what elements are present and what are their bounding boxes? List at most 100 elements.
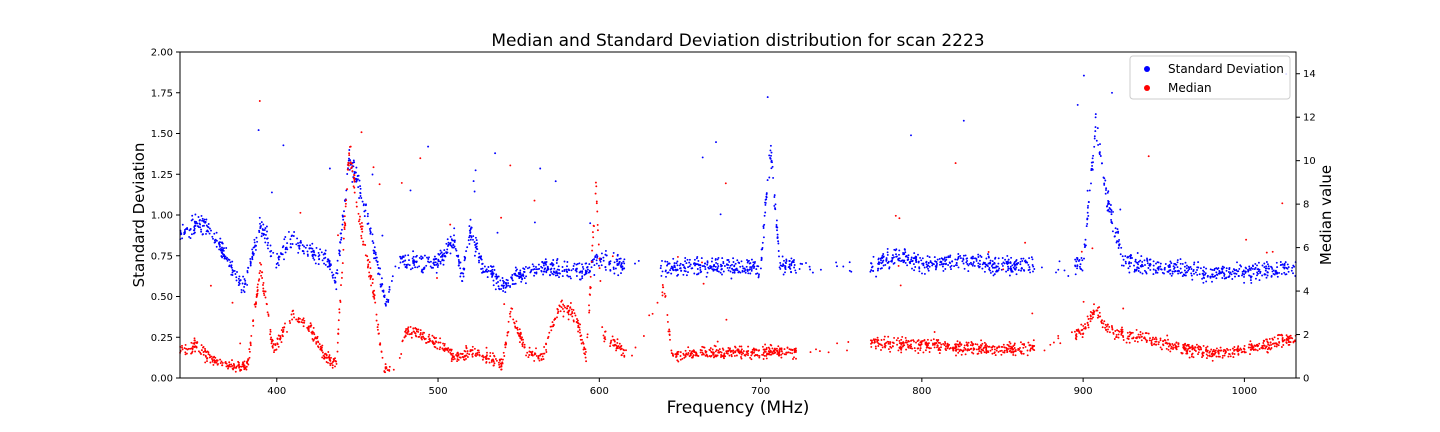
std-point: [272, 251, 275, 254]
median-point: [588, 304, 590, 307]
right-y-axis-title: Median value: [1317, 165, 1335, 265]
median-point: [284, 322, 286, 325]
median-point: [1257, 344, 1260, 347]
std-point: [906, 264, 909, 267]
std-point: [400, 257, 403, 260]
std-point: [511, 279, 514, 282]
median-point: [985, 346, 988, 349]
std-point: [770, 154, 772, 157]
std-point: [412, 255, 415, 258]
std-point: [1111, 230, 1114, 233]
std-point: [1013, 264, 1016, 267]
plot-frame: [179, 51, 1297, 379]
std-point: [188, 235, 191, 238]
median-point: [778, 352, 781, 355]
std-point: [608, 262, 611, 264]
x-tick-label: 600: [590, 386, 609, 397]
std-point: [532, 268, 535, 271]
std-point: [915, 259, 917, 262]
std-point: [1202, 266, 1205, 269]
median-point: [715, 349, 718, 351]
median-point: [708, 355, 711, 357]
median-point: [709, 349, 712, 352]
median-point: [261, 277, 264, 279]
std-point: [1104, 179, 1107, 182]
left-y-tick-label: 0.00: [151, 374, 173, 385]
median-point: [338, 311, 341, 314]
median-point: [1205, 357, 1208, 360]
std-point: [882, 253, 885, 255]
std-point: [189, 237, 192, 240]
median-point: [1144, 338, 1147, 341]
median-point: [345, 199, 348, 202]
std-point: [1076, 267, 1079, 270]
std-point: [623, 262, 626, 265]
std-point: [911, 267, 913, 270]
median-point: [705, 353, 708, 356]
std-point: [338, 249, 341, 252]
median-point: [311, 338, 314, 340]
median-point: [836, 342, 839, 345]
std-point: [200, 230, 203, 233]
std-point: [1078, 265, 1081, 268]
median-point: [942, 342, 945, 345]
std-point: [304, 246, 307, 249]
median-point: [1277, 344, 1280, 347]
std-point: [1015, 266, 1018, 269]
median-point: [500, 362, 503, 365]
std-point: [497, 275, 500, 278]
std-point: [745, 265, 748, 268]
std-point: [341, 214, 344, 217]
std-point: [1005, 270, 1008, 273]
std-point: [769, 156, 772, 159]
median-point: [1247, 346, 1250, 349]
std-point: [761, 241, 764, 244]
median-point: [471, 353, 474, 356]
median-point: [756, 354, 759, 357]
std-point: [439, 252, 442, 255]
median-point: [1231, 352, 1234, 355]
median-point: [670, 352, 673, 355]
std-point: [588, 269, 591, 272]
std-point: [366, 212, 369, 215]
std-point: [618, 260, 621, 263]
std-point: [507, 282, 510, 285]
median-point: [1238, 349, 1241, 352]
median-point: [981, 342, 984, 345]
median-point: [435, 336, 438, 339]
median-point: [317, 340, 319, 343]
median-point: [1211, 350, 1214, 353]
std-point: [478, 252, 481, 255]
std-point: [750, 268, 753, 270]
median-point: [528, 354, 531, 356]
median-point: [740, 348, 743, 351]
median-point: [1104, 326, 1107, 329]
median-point: [989, 349, 992, 352]
std-point: [752, 267, 755, 269]
median-point: [1266, 350, 1269, 353]
median-point: [296, 320, 299, 323]
std-point: [1120, 264, 1123, 267]
median-point: [1270, 347, 1273, 349]
std-point: [1238, 267, 1241, 270]
std-point: [953, 265, 956, 268]
median-point: [1182, 347, 1185, 350]
std-point: [593, 274, 596, 276]
median-point: [245, 365, 248, 368]
std-point: [1136, 252, 1139, 254]
median-point: [344, 222, 347, 225]
median-point: [427, 340, 430, 343]
std-point: [230, 264, 233, 267]
median-point: [723, 357, 725, 360]
std-point: [787, 266, 790, 269]
median-point: [870, 341, 873, 344]
std-point: [1074, 273, 1077, 276]
median-point: [1205, 353, 1208, 356]
std-point: [749, 272, 752, 275]
std-point: [931, 264, 934, 267]
median-point: [905, 341, 908, 344]
std-point: [212, 237, 214, 240]
median-point: [258, 100, 261, 102]
std-point: [461, 279, 463, 282]
median-point: [280, 329, 283, 332]
